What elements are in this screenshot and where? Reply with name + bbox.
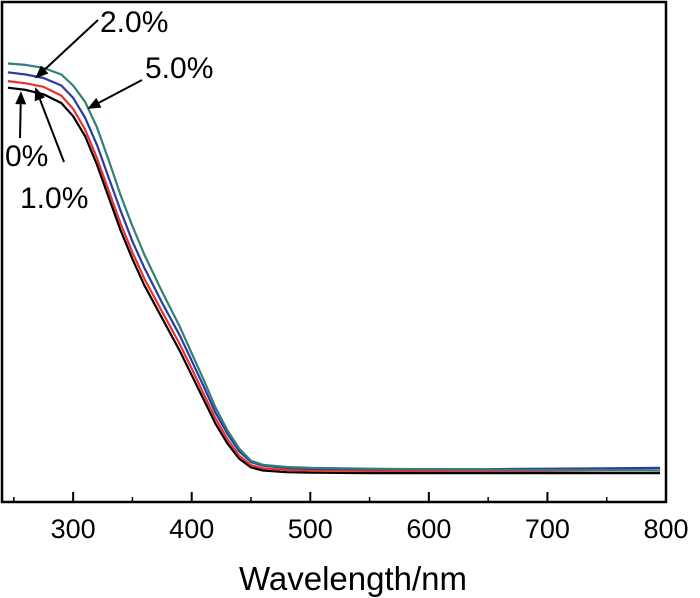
- annotation-label: 1.0%: [20, 182, 88, 215]
- x-axis-ticks: 300 400 500 600 700 800: [13, 492, 689, 544]
- x-axis-title: Wavelength/nm: [239, 560, 467, 597]
- series-layer: [7, 62, 661, 475]
- x-tick-label: 600: [406, 514, 451, 544]
- x-tick-label: 800: [643, 514, 688, 544]
- annotation-arrow-shaft: [38, 98, 65, 163]
- x-tick-label: 700: [525, 514, 570, 544]
- annotation-arrow-shaft: [19, 104, 22, 139]
- series-line-2-0pct: [7, 71, 661, 471]
- x-tick-label: 300: [51, 514, 96, 544]
- series-line-5-0pct: [7, 62, 661, 472]
- annotation-arrow-head: [35, 65, 49, 79]
- annotation-label: 5.0%: [145, 52, 213, 85]
- annotation-arrow-shaft: [98, 79, 143, 104]
- series-line-0pct: [7, 86, 661, 475]
- annotation-arrow-head: [87, 97, 102, 109]
- annotation-arrow-head: [15, 91, 27, 105]
- x-tick-label: 500: [288, 514, 333, 544]
- annotation-layer: 2.0% 5.0% 0% 1.0%: [5, 6, 213, 215]
- annotation-arrow-shaft: [44, 19, 99, 71]
- annotation-arrow-head: [34, 87, 46, 102]
- annotation-label: 2.0%: [100, 6, 168, 39]
- x-tick-label: 400: [169, 514, 214, 544]
- plot-frame: [0, 0, 668, 504]
- series-line-1-0pct: [7, 80, 661, 472]
- annotation-label: 0%: [5, 140, 48, 173]
